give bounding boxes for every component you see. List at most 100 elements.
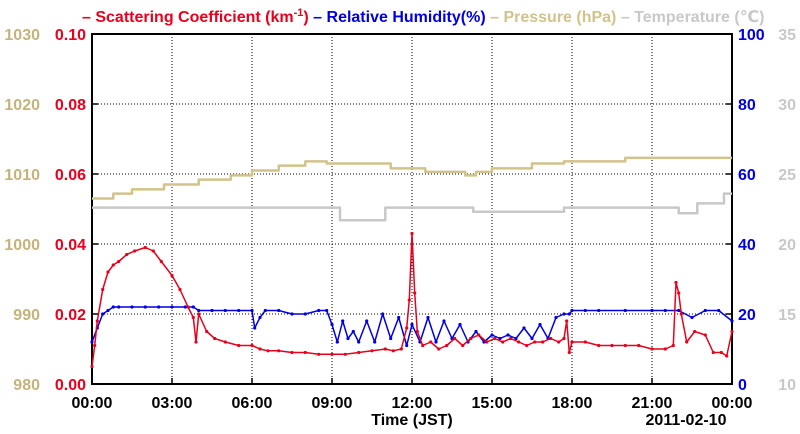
data-point-scattering-coefficient	[565, 319, 569, 323]
data-point-scattering-coefficient	[143, 245, 147, 250]
series-relative-humidity	[90, 305, 734, 348]
data-point-scattering-coefficient	[125, 252, 129, 257]
data-point-relative-humidity	[583, 308, 587, 313]
data-point-relative-humidity	[538, 322, 542, 327]
data-point-relative-humidity	[442, 319, 446, 323]
temperature-axis-tick-label: 15	[778, 307, 796, 324]
data-point-relative-humidity	[90, 340, 94, 344]
legend-item-1: – Relative Humidity(%)	[309, 9, 486, 26]
data-point-relative-humidity	[514, 336, 518, 341]
data-point-scattering-coefficient	[410, 231, 414, 236]
series-scattering-coefficient	[90, 231, 734, 369]
data-point-relative-humidity	[410, 322, 414, 327]
data-point-scattering-coefficient	[290, 350, 294, 355]
data-point-scattering-coefficient	[501, 340, 505, 344]
data-point-scattering-coefficient	[623, 343, 627, 348]
temperature-axis-tick-label: 10	[778, 377, 796, 394]
data-point-scattering-coefficient	[597, 343, 601, 348]
data-point-scattering-coefficient	[186, 305, 190, 309]
data-point-relative-humidity	[106, 308, 110, 313]
data-point-scattering-coefficient	[266, 349, 270, 353]
grid	[92, 34, 732, 384]
data-point-relative-humidity	[397, 315, 401, 320]
humidity-axis-tick-label: 20	[738, 307, 756, 324]
x-tick-label: 00:00	[72, 395, 113, 412]
data-point-relative-humidity	[325, 308, 329, 313]
legend-item-0-tail: )	[303, 9, 308, 26]
x-tick-label: 15:00	[472, 395, 513, 412]
data-point-scattering-coefficient	[693, 329, 697, 334]
data-point-relative-humidity	[506, 333, 510, 337]
data-point-relative-humidity	[143, 305, 147, 309]
humidity-axis-tick-label: 100	[738, 27, 765, 44]
data-point-scattering-coefficient	[674, 280, 678, 285]
data-point-relative-humidity	[554, 315, 558, 320]
data-point-scattering-coefficient	[562, 336, 566, 341]
data-point-scattering-coefficient	[178, 287, 182, 292]
data-point-scattering-coefficient	[407, 298, 411, 302]
data-point-relative-humidity	[117, 305, 121, 309]
data-point-scattering-coefficient	[485, 340, 489, 344]
data-point-relative-humidity	[170, 305, 174, 309]
scattering-axis-tick-label: 0.06	[55, 167, 86, 184]
humidity-axis-tick-label: 0	[738, 377, 747, 394]
data-point-relative-humidity	[365, 319, 369, 323]
humidity-axis-tick-label: 80	[738, 97, 756, 114]
data-point-relative-humidity	[650, 308, 654, 313]
data-point-relative-humidity	[530, 336, 534, 341]
data-point-relative-humidity	[474, 329, 478, 334]
data-point-scattering-coefficient	[357, 350, 361, 355]
data-point-relative-humidity	[317, 308, 321, 313]
data-point-scattering-coefficient	[106, 270, 110, 274]
data-point-relative-humidity	[277, 308, 281, 313]
data-point-relative-humidity	[426, 315, 430, 320]
data-point-relative-humidity	[183, 305, 187, 309]
data-point-scattering-coefficient	[679, 312, 683, 316]
pressure-axis-tick-label: 990	[13, 307, 40, 324]
data-point-relative-humidity	[157, 305, 161, 309]
x-tick-label: 00:00	[712, 395, 753, 412]
data-point-relative-humidity	[101, 312, 105, 316]
data-point-relative-humidity	[389, 336, 393, 341]
pressure-axis-tick-label: 1010	[4, 167, 40, 184]
data-point-scattering-coefficient	[703, 333, 707, 337]
data-point-relative-humidity	[522, 326, 526, 330]
data-point-scattering-coefficient	[391, 349, 395, 353]
data-point-relative-humidity	[351, 329, 355, 334]
data-point-scattering-coefficient	[343, 352, 347, 356]
data-point-relative-humidity	[562, 312, 566, 316]
data-point-relative-humidity	[458, 322, 462, 327]
data-point-relative-humidity	[223, 308, 227, 313]
data-point-scattering-coefficient	[567, 350, 571, 355]
data-point-scattering-coefficient	[469, 336, 473, 341]
data-point-relative-humidity	[335, 340, 339, 344]
scattering-axis-tick-label: 0.02	[55, 307, 86, 324]
data-point-scattering-coefficient	[650, 347, 654, 351]
x-tick-label: 18:00	[552, 395, 593, 412]
scattering-axis-tick-label: 0.00	[55, 377, 86, 394]
data-point-scattering-coefficient	[111, 263, 115, 267]
pressure-axis-tick-label: 1020	[4, 97, 40, 114]
data-point-relative-humidity	[210, 308, 214, 313]
x-tick-label: 03:00	[152, 395, 193, 412]
data-point-scattering-coefficient	[370, 349, 374, 353]
data-point-relative-humidity	[498, 336, 502, 341]
data-point-relative-humidity	[237, 308, 241, 313]
data-point-scattering-coefficient	[610, 343, 614, 348]
data-point-scattering-coefficient	[525, 343, 529, 348]
x-tick-label: 09:00	[312, 395, 353, 412]
data-point-relative-humidity	[717, 308, 721, 313]
data-point-scattering-coefficient	[671, 343, 675, 348]
data-point-scattering-coefficient	[429, 340, 433, 344]
data-point-scattering-coefficient	[549, 336, 553, 341]
series-line-pressure	[92, 156, 732, 200]
data-point-relative-humidity	[597, 308, 601, 313]
temperature-axis-tick-label: 30	[778, 97, 796, 114]
data-point-relative-humidity	[346, 336, 350, 341]
data-point-scattering-coefficient	[583, 340, 587, 344]
data-point-relative-humidity	[253, 326, 257, 330]
data-point-scattering-coefficient	[730, 329, 734, 334]
data-point-scattering-coefficient	[117, 259, 121, 264]
series-line-temperature	[92, 192, 732, 222]
pressure-axis-tick-label: 980	[13, 377, 40, 394]
